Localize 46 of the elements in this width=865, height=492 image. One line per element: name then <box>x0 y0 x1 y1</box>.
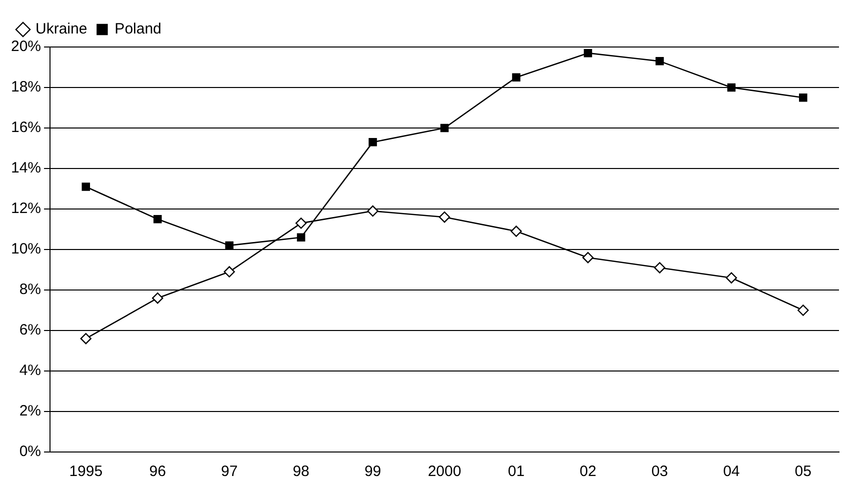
x-tick-label: 1995 <box>69 463 103 480</box>
point <box>654 262 666 274</box>
point <box>438 212 450 223</box>
x-tick-label: 97 <box>220 463 238 480</box>
point <box>582 252 594 264</box>
x-tick-label: 05 <box>794 463 812 480</box>
y-tick-label: 18% <box>10 78 42 96</box>
point <box>798 304 809 316</box>
point <box>296 233 306 242</box>
point <box>584 48 592 58</box>
x-tick-label: 03 <box>651 463 668 480</box>
point <box>225 241 234 250</box>
x-tick-label: 04 <box>723 463 740 480</box>
legend-label: Poland <box>114 20 162 38</box>
point <box>80 333 92 344</box>
point <box>295 218 307 229</box>
x-tick-label: 96 <box>149 463 166 480</box>
point <box>82 182 90 191</box>
point <box>726 272 738 284</box>
y-tick-label: 6% <box>19 322 42 339</box>
legend-label: Ukraine <box>36 20 88 38</box>
y-tick-label: 20% <box>10 38 42 56</box>
point <box>368 138 377 146</box>
point <box>512 73 520 82</box>
point <box>152 292 164 304</box>
point <box>153 214 162 224</box>
y-tick-label: 0% <box>19 443 42 460</box>
x-tick-label: 01 <box>508 463 525 480</box>
point <box>656 57 664 66</box>
point <box>799 93 808 102</box>
y-tick-label: 4% <box>19 362 42 380</box>
x-tick-label: 99 <box>364 463 382 480</box>
y-tick-label: 12% <box>10 200 42 218</box>
point <box>510 226 522 237</box>
y-tick-label: 8% <box>19 281 42 298</box>
y-tick-label: 14% <box>10 160 42 177</box>
x-tick-label: 02 <box>580 463 596 480</box>
point <box>440 124 449 132</box>
point <box>727 83 736 92</box>
point <box>367 205 378 217</box>
y-tick-label: 2% <box>19 402 42 420</box>
x-tick-label: 98 <box>292 463 310 480</box>
y-tick-label: 16% <box>10 119 42 136</box>
x-tick-label: 2000 <box>428 463 462 480</box>
y-tick-label: 10% <box>10 240 42 258</box>
point <box>224 266 235 278</box>
